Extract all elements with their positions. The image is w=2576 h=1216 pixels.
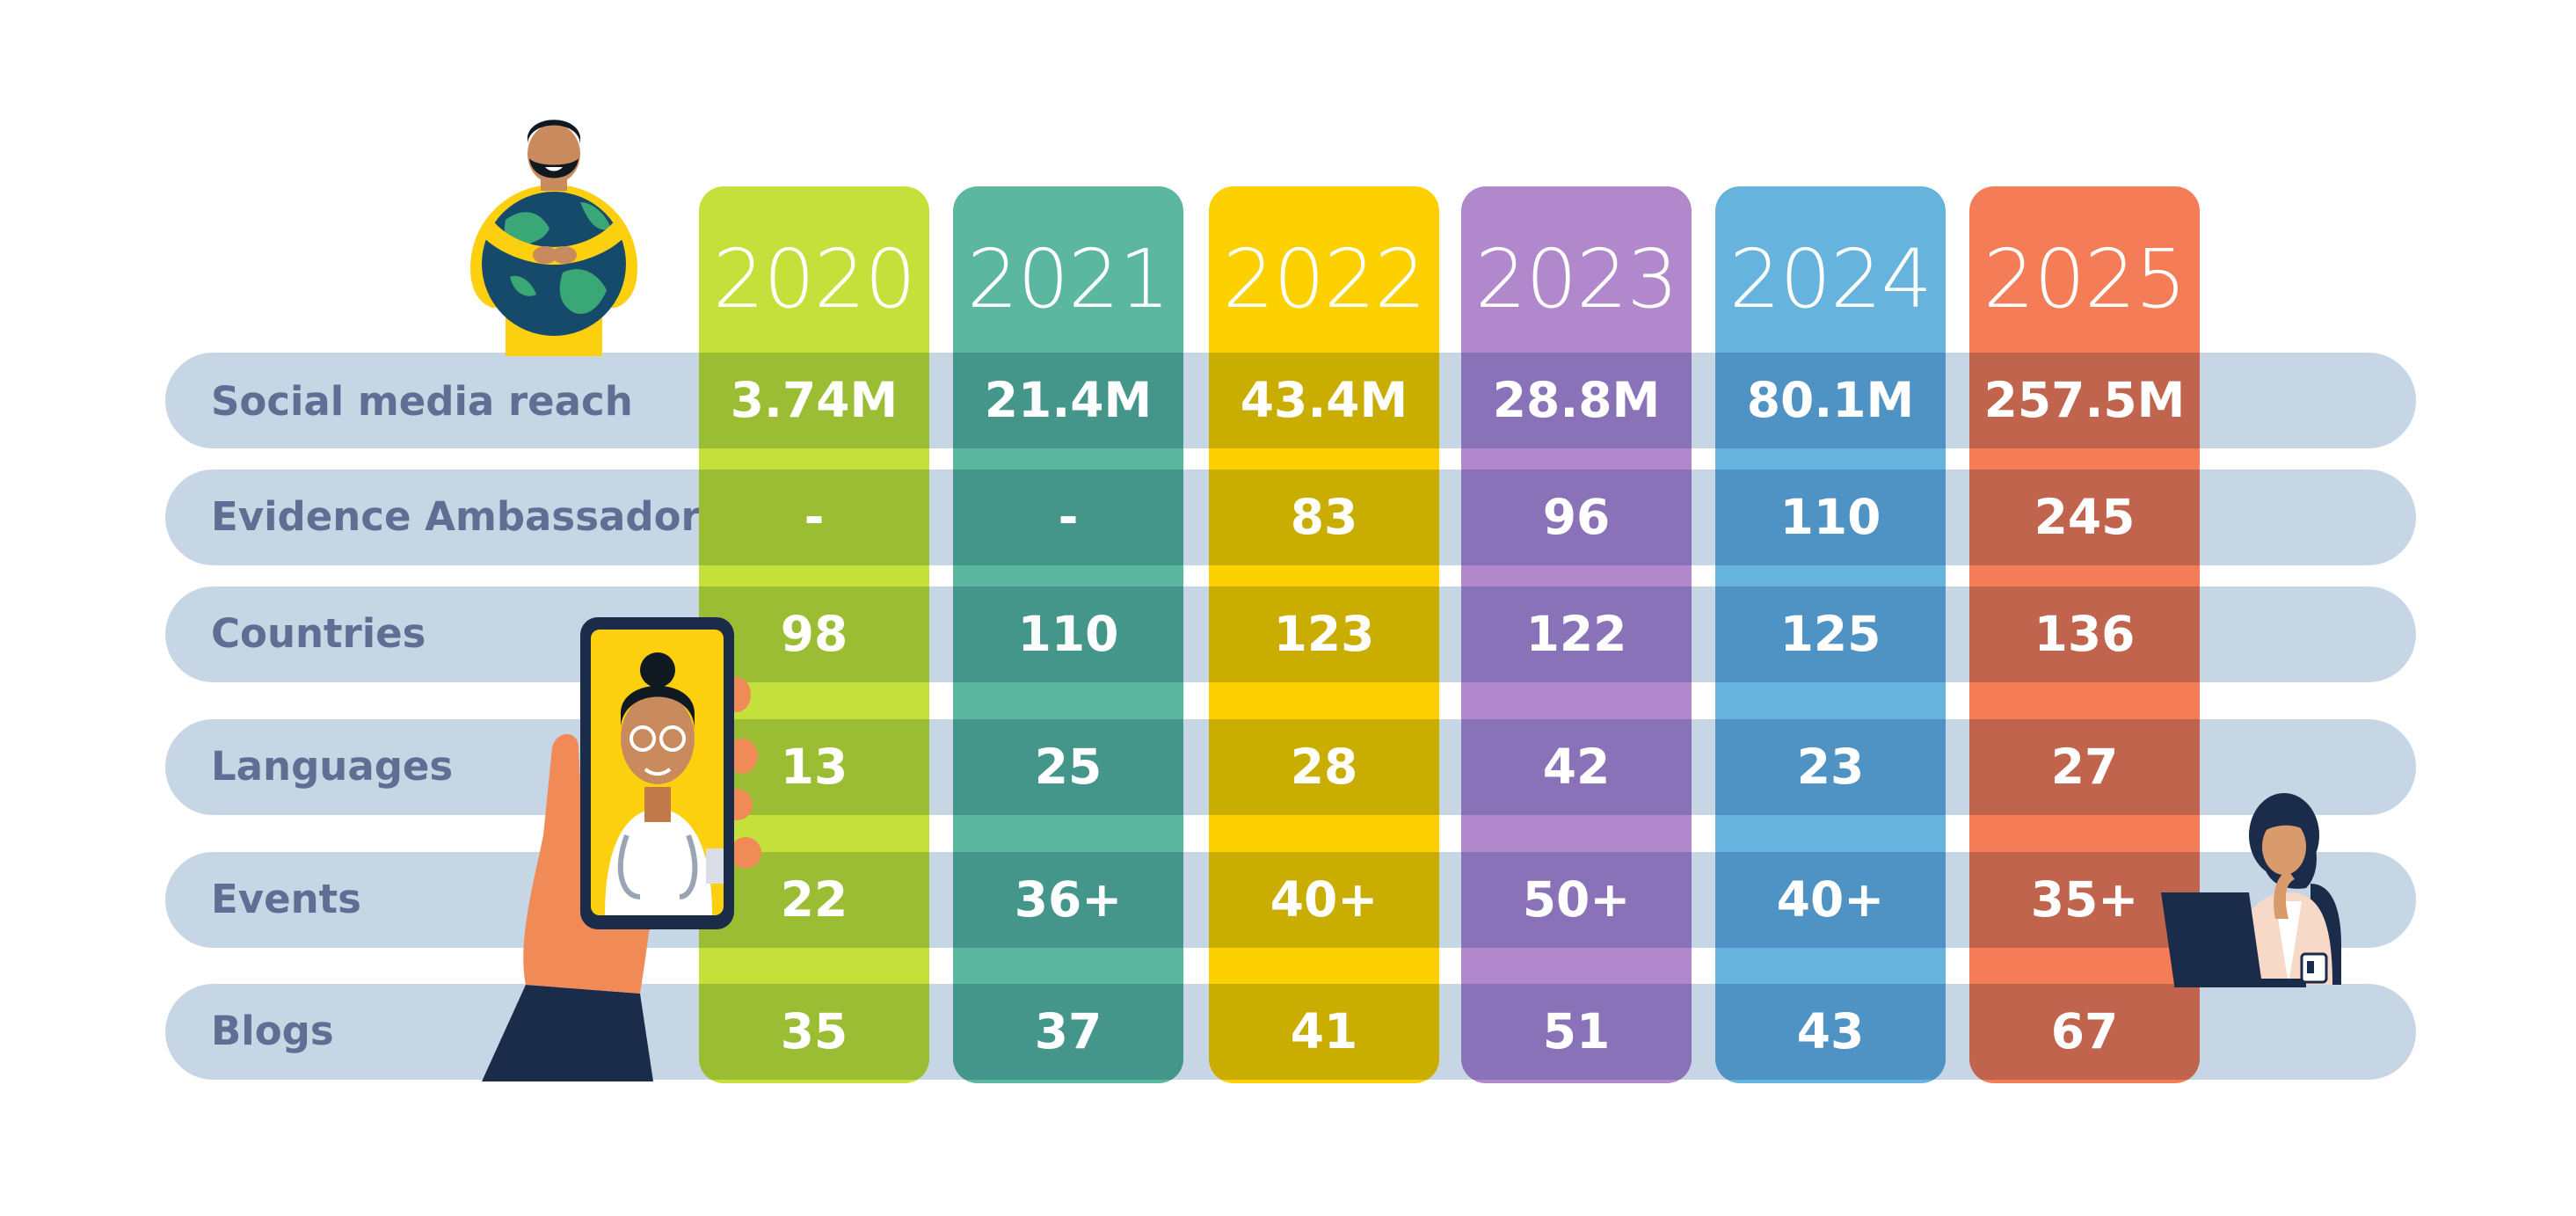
value-social-media-reach: 257.5M <box>1983 372 2186 428</box>
row-label-social-media-reach: Social media reach <box>211 378 633 425</box>
column-stripe <box>1715 984 1946 1080</box>
value-blogs: 41 <box>1290 1003 1358 1059</box>
value-countries: 122 <box>1525 606 1627 662</box>
column-stripe <box>1969 586 2200 682</box>
column-stripe <box>699 470 929 565</box>
value-languages: 28 <box>1290 739 1358 795</box>
value-languages: 42 <box>1542 739 1611 795</box>
column-stripe <box>1461 586 1692 682</box>
column-stripe <box>1715 353 1946 448</box>
column-stripe <box>1209 852 1439 948</box>
column-stripe <box>1461 719 1692 815</box>
value-social-media-reach: 21.4M <box>984 372 1153 428</box>
column-stripe <box>699 984 929 1080</box>
column-stripe <box>953 719 1183 815</box>
row-label-languages: Languages <box>211 743 454 790</box>
value-countries: 98 <box>780 606 848 662</box>
column-stripe <box>1715 586 1946 682</box>
column-stripe <box>1461 470 1692 565</box>
year-column-2022: 2022 43.4M 83 123 28 40+ 41 <box>1209 186 1439 1083</box>
row-label-evidence-ambassadors: Evidence Ambassadors <box>211 493 724 540</box>
year-heading: 2024 <box>1728 232 1932 326</box>
value-social-media-reach: 80.1M <box>1746 372 1915 428</box>
column-stripe <box>953 852 1183 948</box>
value-blogs: 43 <box>1796 1003 1865 1059</box>
year-column-2021: 2021 21.4M - 110 25 36+ 37 <box>953 186 1183 1083</box>
column-stripe <box>699 852 929 948</box>
column-stripe <box>1969 719 2200 815</box>
column-stripe <box>1209 586 1439 682</box>
year-heading: 2025 <box>1983 232 2187 326</box>
value-blogs: 51 <box>1542 1003 1611 1059</box>
column-stripe <box>1969 470 2200 565</box>
column-stripe <box>1209 470 1439 565</box>
value-events: 40+ <box>1776 871 1885 928</box>
value-blogs: 67 <box>2050 1003 2119 1059</box>
column-stripe <box>1209 719 1439 815</box>
year-column-2025: 2025 257.5M 245 136 27 35+ 67 <box>1969 186 2200 1083</box>
column-stripe <box>699 353 929 448</box>
value-evidence-ambassadors: 96 <box>1542 489 1611 545</box>
value-countries: 136 <box>2034 606 2136 662</box>
year-heading: 2022 <box>1222 232 1426 326</box>
column-stripe <box>1209 984 1439 1080</box>
column-stripe <box>1715 719 1946 815</box>
value-blogs: 35 <box>780 1003 848 1059</box>
column-stripe <box>953 984 1183 1080</box>
year-heading: 2020 <box>712 232 916 326</box>
column-stripe <box>1969 353 2200 448</box>
value-languages: 23 <box>1796 739 1865 795</box>
column-stripe <box>1715 852 1946 948</box>
column-stripe <box>1461 852 1692 948</box>
value-languages: 27 <box>2050 739 2119 795</box>
value-countries: 125 <box>1779 606 1881 662</box>
column-stripe <box>1209 353 1439 448</box>
value-countries: 110 <box>1017 606 1119 662</box>
value-social-media-reach: 3.74M <box>730 372 899 428</box>
value-countries: 123 <box>1273 606 1375 662</box>
row-label-blogs: Blogs <box>211 1008 334 1054</box>
year-column-2023: 2023 28.8M 96 122 42 50+ 51 <box>1461 186 1692 1083</box>
value-events: 40+ <box>1270 871 1379 928</box>
year-heading: 2023 <box>1474 232 1678 326</box>
value-events: 50+ <box>1522 871 1631 928</box>
value-evidence-ambassadors: - <box>804 489 825 545</box>
column-stripe <box>953 470 1183 565</box>
value-blogs: 37 <box>1034 1003 1102 1059</box>
value-social-media-reach: 28.8M <box>1492 372 1661 428</box>
value-events: 36+ <box>1014 871 1123 928</box>
column-stripe <box>953 586 1183 682</box>
row-label-events: Events <box>211 876 361 922</box>
row-label-countries: Countries <box>211 610 426 657</box>
column-stripe <box>1715 470 1946 565</box>
column-stripe <box>1969 852 2200 948</box>
value-evidence-ambassadors: 83 <box>1290 489 1358 545</box>
value-evidence-ambassadors: - <box>1058 489 1079 545</box>
column-stripe <box>953 353 1183 448</box>
value-events: 35+ <box>2030 871 2139 928</box>
column-stripe <box>1461 353 1692 448</box>
value-evidence-ambassadors: 110 <box>1779 489 1881 545</box>
laptop-woman-illustration <box>2161 793 2341 987</box>
globe-hug-man-illustration <box>470 120 637 356</box>
column-stripe <box>699 586 929 682</box>
phone-doctor-illustration <box>482 617 761 1081</box>
column-stripe <box>1969 984 2200 1080</box>
year-heading: 2021 <box>966 232 1170 326</box>
value-languages: 13 <box>780 739 848 795</box>
value-events: 22 <box>780 871 848 928</box>
value-social-media-reach: 43.4M <box>1240 372 1408 428</box>
value-languages: 25 <box>1034 739 1102 795</box>
year-column-2024: 2024 80.1M 110 125 23 40+ 43 <box>1715 186 1946 1083</box>
value-evidence-ambassadors: 245 <box>2034 489 2136 545</box>
column-stripe <box>1461 984 1692 1080</box>
